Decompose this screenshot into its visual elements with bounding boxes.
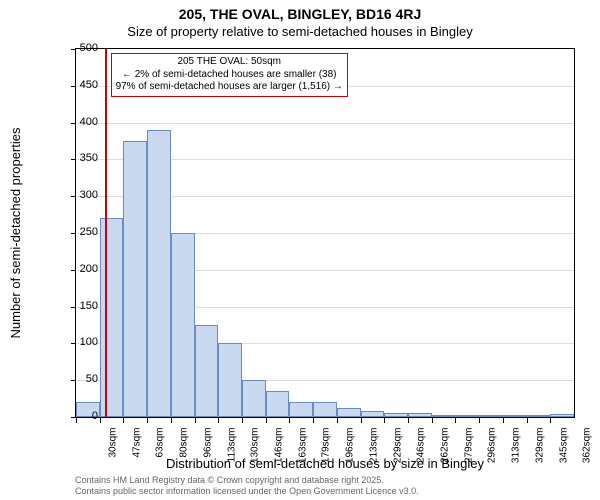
histogram-bar xyxy=(218,343,242,417)
histogram-bar xyxy=(408,413,432,417)
histogram-bar xyxy=(384,413,408,417)
histogram-bar xyxy=(242,380,266,417)
xtick-mark xyxy=(171,417,172,423)
chart-plot-area: 205 THE OVAL: 50sqm← 2% of semi-detached… xyxy=(75,48,575,418)
ytick-label: 300 xyxy=(58,189,98,201)
footer-line2: Contains public sector information licen… xyxy=(75,486,419,497)
property-marker-line xyxy=(105,49,107,417)
xtick-mark xyxy=(455,417,456,423)
histogram-bar xyxy=(361,411,385,417)
xtick-mark xyxy=(384,417,385,423)
title-line1: 205, THE OVAL, BINGLEY, BD16 4RJ xyxy=(0,6,600,22)
x-axis-label: Distribution of semi-detached houses by … xyxy=(75,456,575,471)
ytick-label: 450 xyxy=(58,79,98,91)
histogram-bar xyxy=(432,415,456,417)
footer-attribution: Contains HM Land Registry data © Crown c… xyxy=(75,475,419,497)
xtick-mark xyxy=(123,417,124,423)
gridline xyxy=(76,123,574,124)
histogram-bar xyxy=(195,325,219,417)
xtick-mark xyxy=(313,417,314,423)
ytick-label: 50 xyxy=(58,373,98,385)
xtick-mark xyxy=(361,417,362,423)
histogram-bar xyxy=(313,402,337,417)
annotation-larger: 97% of semi-detached houses are larger (… xyxy=(116,81,343,94)
ytick-label: 500 xyxy=(58,42,98,54)
histogram-bar xyxy=(100,218,124,417)
xtick-mark xyxy=(479,417,480,423)
xtick-mark xyxy=(242,417,243,423)
xtick-mark xyxy=(432,417,433,423)
xtick-label: 362sqm xyxy=(582,428,593,468)
histogram-bar xyxy=(455,415,479,417)
histogram-bar xyxy=(503,415,527,417)
xtick-mark xyxy=(527,417,528,423)
ytick-label: 100 xyxy=(58,336,98,348)
xtick-mark xyxy=(337,417,338,423)
xtick-mark xyxy=(289,417,290,423)
xtick-mark xyxy=(100,417,101,423)
histogram-bar xyxy=(266,391,290,417)
annotation-title: 205 THE OVAL: 50sqm xyxy=(116,56,343,69)
ytick-label: 250 xyxy=(58,226,98,238)
ytick-label: 150 xyxy=(58,300,98,312)
ytick-label: 0 xyxy=(58,410,98,422)
xtick-mark xyxy=(218,417,219,423)
xtick-mark xyxy=(266,417,267,423)
xtick-mark xyxy=(408,417,409,423)
annotation-smaller: ← 2% of semi-detached houses are smaller… xyxy=(116,69,343,82)
histogram-bar xyxy=(171,233,195,417)
histogram-bar xyxy=(289,402,313,417)
xtick-mark xyxy=(195,417,196,423)
xtick-mark xyxy=(503,417,504,423)
histogram-bar xyxy=(337,408,361,417)
footer-line1: Contains HM Land Registry data © Crown c… xyxy=(75,475,419,486)
property-annotation: 205 THE OVAL: 50sqm← 2% of semi-detached… xyxy=(111,53,348,97)
histogram-bar xyxy=(527,415,551,417)
xtick-mark xyxy=(147,417,148,423)
histogram-bar xyxy=(147,130,171,417)
ytick-label: 200 xyxy=(58,263,98,275)
histogram-bar xyxy=(479,415,503,417)
xtick-mark xyxy=(550,417,551,423)
histogram-bar xyxy=(123,141,147,417)
title-line2: Size of property relative to semi-detach… xyxy=(0,24,600,39)
ytick-label: 350 xyxy=(58,152,98,164)
histogram-bar xyxy=(550,414,574,417)
ytick-label: 400 xyxy=(58,116,98,128)
y-axis-label: Number of semi-detached properties xyxy=(8,128,23,339)
